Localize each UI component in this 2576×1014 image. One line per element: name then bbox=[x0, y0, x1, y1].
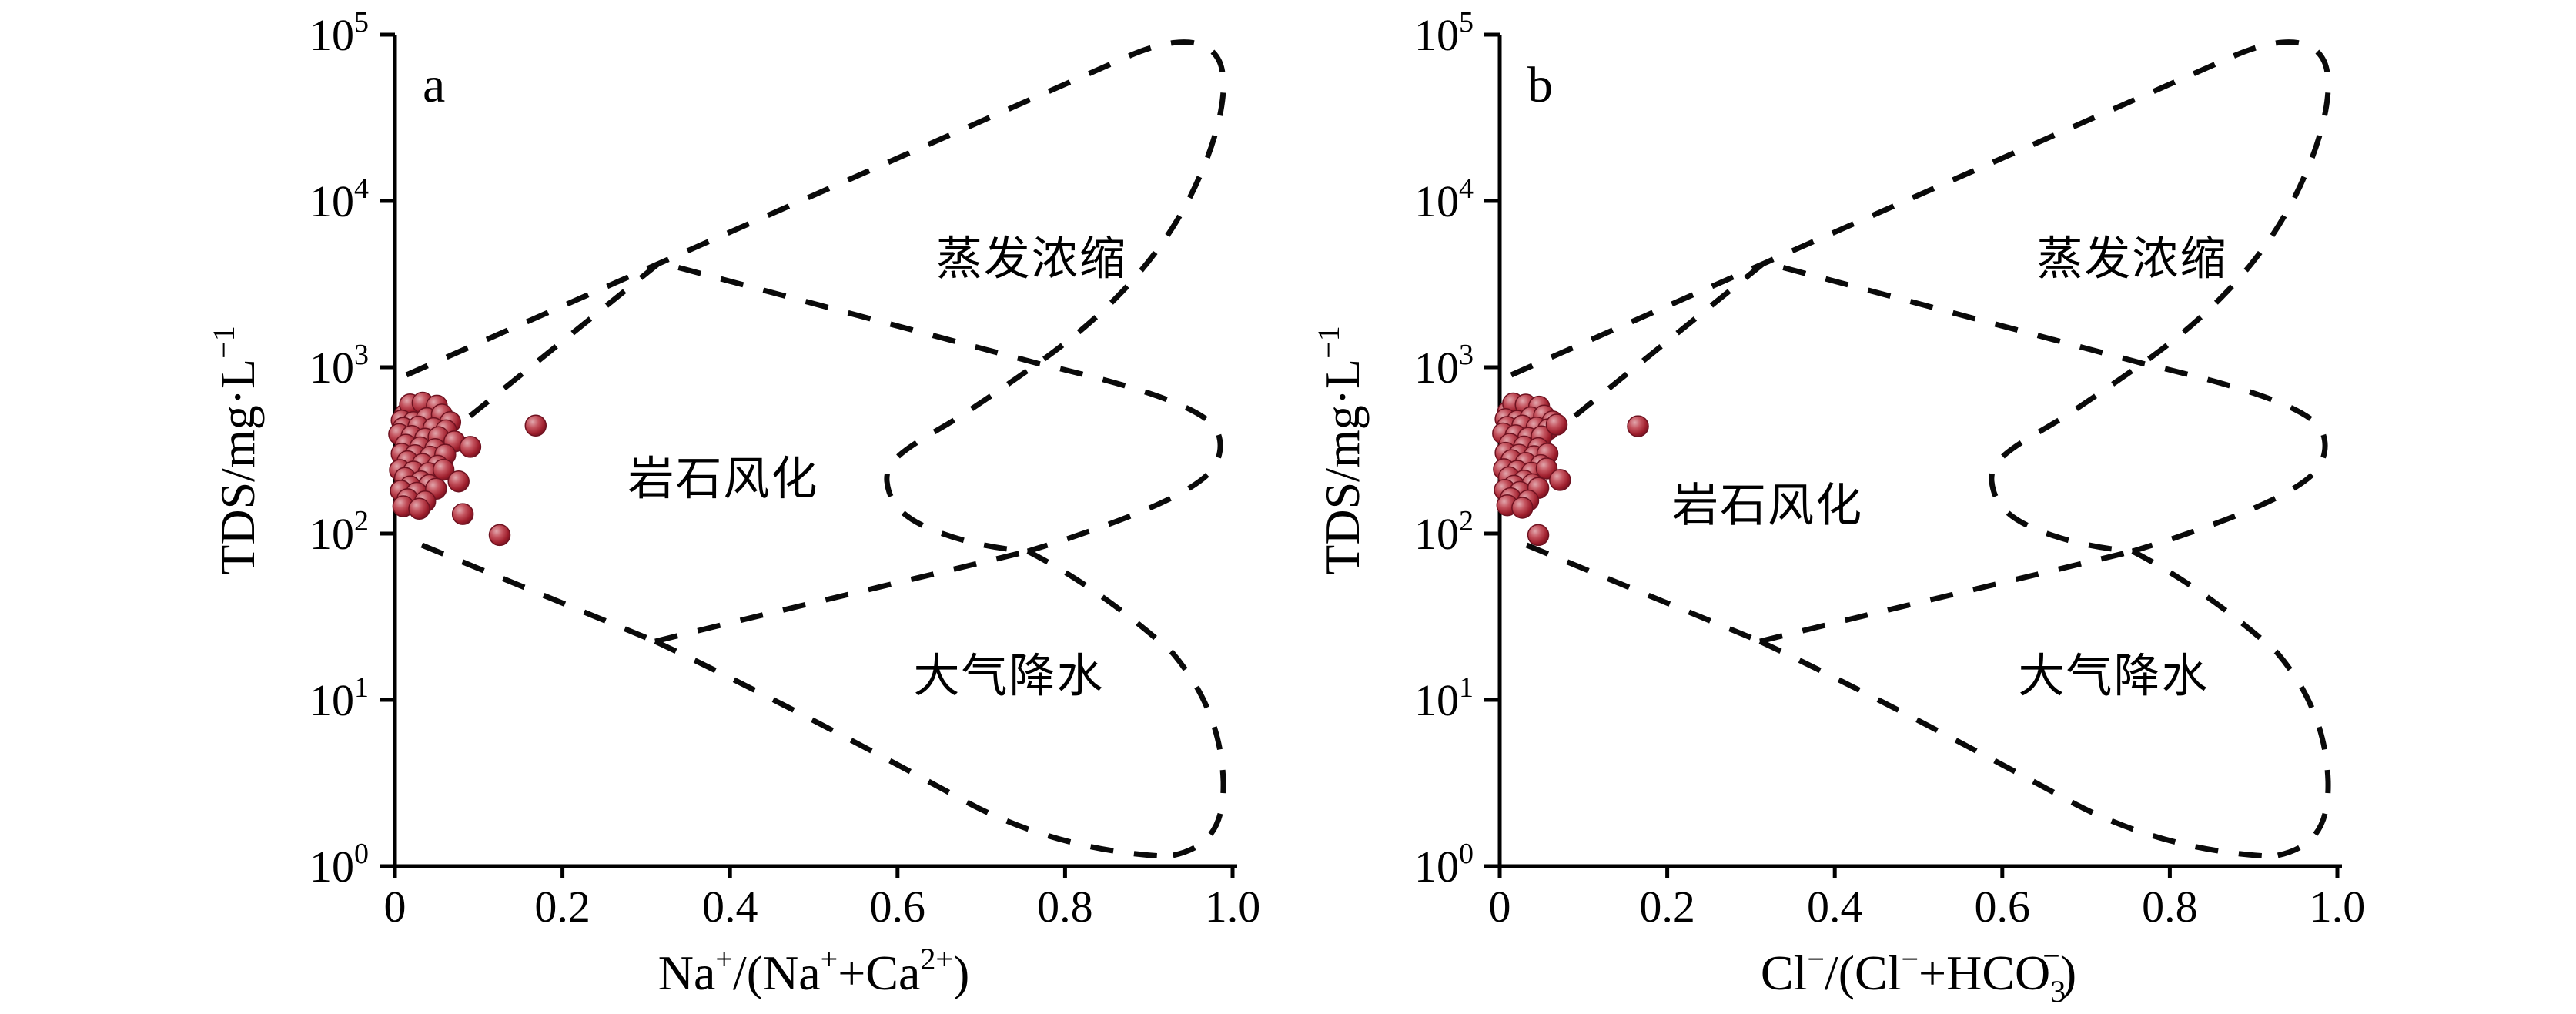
gibbs-boundary-dashed-5 bbox=[1758, 638, 2270, 859]
gibbs-boundary-dashed-1 bbox=[405, 39, 1226, 859]
x-axis-title: Cl−/(Cl−+HCO3−) bbox=[1761, 939, 2076, 1009]
y-tick-label: 101 bbox=[1414, 671, 1474, 725]
gibbs-boundary-dashed-5 bbox=[654, 638, 1165, 859]
x-axis-title: Na+/(Na++Ca2+) bbox=[658, 942, 970, 1000]
x-tick-label: 0 bbox=[384, 882, 406, 932]
y-tick-label: 100 bbox=[1414, 838, 1474, 892]
y-axis-title: TDS/mg·L−1 bbox=[1311, 326, 1370, 574]
x-tick-label: 0.2 bbox=[534, 882, 590, 932]
x-tick-label: 0.8 bbox=[2142, 882, 2198, 932]
y-axis-title: TDS/mg·L−1 bbox=[206, 326, 265, 574]
region-label: 大气降水 bbox=[914, 651, 1105, 702]
x-tick-label: 0.8 bbox=[1037, 882, 1093, 932]
gibbs-boundary-dashed-4 bbox=[1759, 548, 2133, 644]
region-label: 蒸发浓缩 bbox=[936, 233, 1127, 284]
data-point bbox=[408, 497, 430, 520]
gibbs-boundary-dashed-4 bbox=[654, 548, 1029, 644]
data-point bbox=[432, 458, 455, 481]
data-point bbox=[1549, 469, 1571, 491]
data-point bbox=[1545, 413, 1568, 436]
x-tick-label: 0 bbox=[1489, 882, 1511, 932]
panel-b: 100 101 102 103 104 105 0 0.2 0.4 0.6 0.8 1.0 TDS/mg… bbox=[1311, 6, 2365, 1009]
data-point bbox=[451, 503, 474, 525]
gibbs-boundary-dashed-2 bbox=[400, 259, 1223, 554]
y-tick-label: 102 bbox=[1414, 505, 1474, 559]
data-point bbox=[1527, 524, 1550, 547]
data-point bbox=[1627, 415, 1649, 437]
y-tick-label: 102 bbox=[309, 505, 369, 559]
region-label: 蒸发浓缩 bbox=[2036, 233, 2227, 284]
y-tick-label: 104 bbox=[309, 172, 369, 226]
data-point bbox=[1511, 497, 1534, 519]
y-tick-label: 105 bbox=[1414, 6, 1474, 60]
panel-a: 100 101 102 103 104 105 0 0.2 0.4 0.6 0.8 1.0 TDS/mg… bbox=[206, 6, 1260, 1000]
y-tick-label: 105 bbox=[309, 6, 369, 60]
y-tick-label: 100 bbox=[309, 838, 369, 892]
y-tick-label: 103 bbox=[309, 339, 369, 393]
region-label: 岩石风化 bbox=[627, 454, 818, 505]
x-tick-label: 0.6 bbox=[1975, 882, 2031, 932]
y-tick-label: 103 bbox=[1414, 339, 1474, 393]
x-tick-label: 0.4 bbox=[702, 882, 758, 932]
x-tick-label: 0.2 bbox=[1639, 882, 1695, 932]
x-tick-label: 1.0 bbox=[2310, 882, 2366, 932]
x-tick-label: 1.0 bbox=[1205, 882, 1261, 932]
region-label: 大气降水 bbox=[2019, 651, 2210, 702]
x-tick-label: 0.4 bbox=[1807, 882, 1863, 932]
region-label: 岩石风化 bbox=[1672, 480, 1863, 531]
gibbs-boundary-dashed-1 bbox=[1510, 39, 2331, 859]
x-tick-label: 0.6 bbox=[870, 882, 926, 932]
y-tick-label: 104 bbox=[1414, 172, 1474, 226]
gibbs-boundary-dashed-2 bbox=[1504, 259, 2328, 554]
data-point bbox=[459, 436, 482, 458]
data-point bbox=[488, 524, 511, 547]
data-point bbox=[524, 414, 547, 437]
data-point bbox=[447, 470, 470, 493]
panel-letter: b bbox=[1527, 57, 1553, 113]
panel-letter: a bbox=[423, 57, 445, 113]
y-tick-label: 101 bbox=[309, 671, 369, 725]
